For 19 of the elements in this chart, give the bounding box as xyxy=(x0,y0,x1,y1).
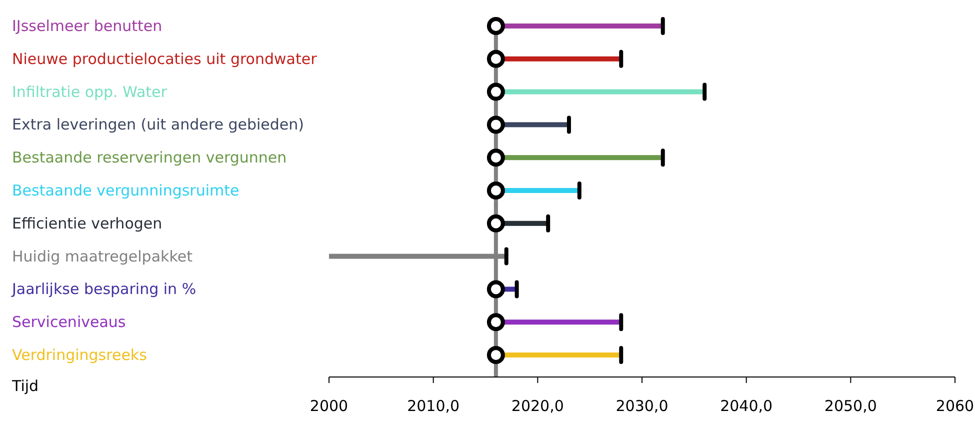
x-tick-label: 2010,0 xyxy=(407,397,460,415)
y-tick-label: IJsselmeer benutten xyxy=(12,17,162,35)
x-tick-label: 2020,0 xyxy=(511,397,564,415)
y-tick-label: Huidig maatregelpakket xyxy=(12,247,193,266)
y-tick-label: Jaarlijkse besparing in % xyxy=(11,280,196,298)
y-tick-label: Extra leveringen (uit andere gebieden) xyxy=(12,116,304,134)
x-tick-label: 2060 xyxy=(936,397,974,415)
y-tick-label: Bestaande vergunningsruimte xyxy=(12,182,240,200)
y-tick-label: Serviceniveaus xyxy=(12,313,126,332)
y-tick-label: Efficientie verhogen xyxy=(12,214,162,232)
x-tick-label: 2040,0 xyxy=(720,397,773,415)
x-tick-label: 2030,0 xyxy=(616,397,668,415)
x-tick-label: 2050,0 xyxy=(824,397,877,415)
y-tick-label: Bestaande reserveringen vergunnen xyxy=(12,148,287,167)
y-tick-label: Infiltratie opp. Water xyxy=(12,82,168,101)
x-tick-label: 2000 xyxy=(310,397,348,415)
x-axis-title: Tijd xyxy=(11,377,39,395)
y-tick-label: Nieuwe productielocaties uit grondwater xyxy=(12,50,318,68)
y-tick-label: Verdringingsreeks xyxy=(12,346,148,364)
